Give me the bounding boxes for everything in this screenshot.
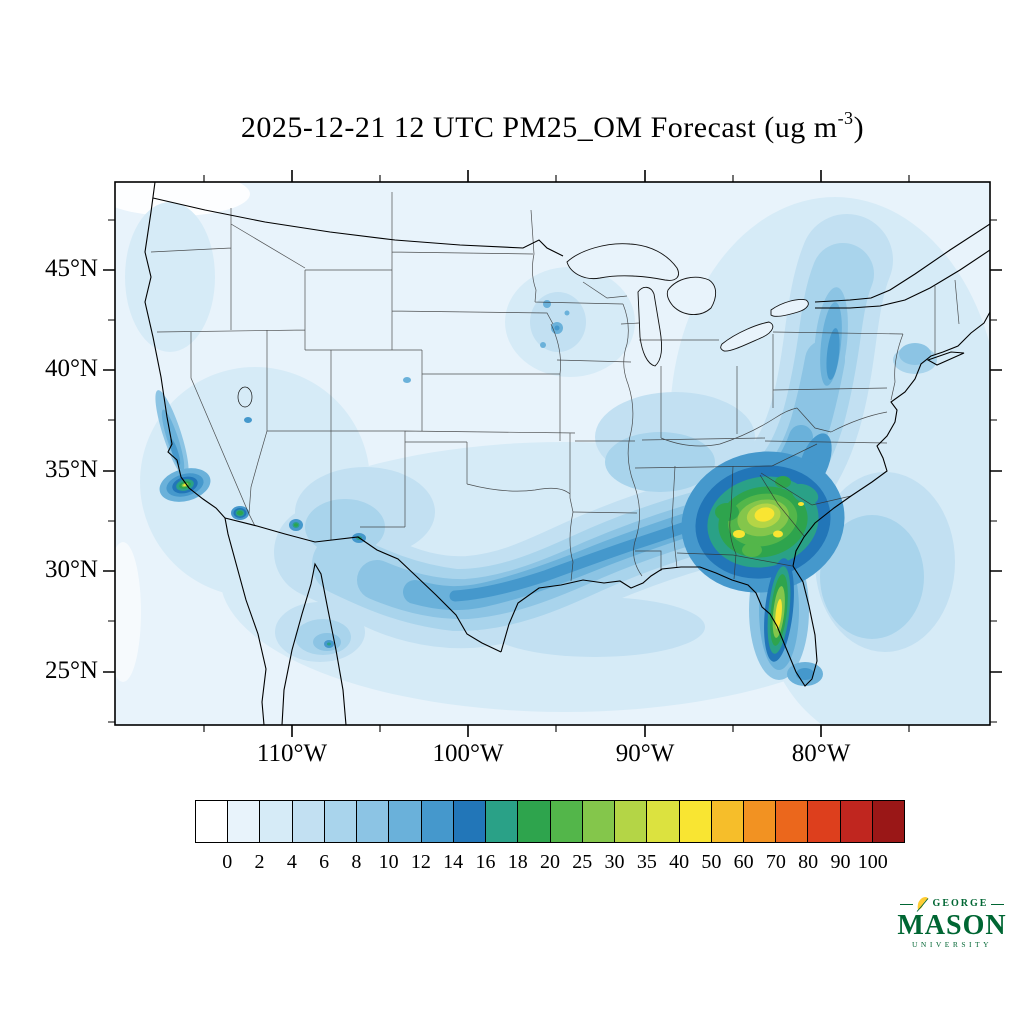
colorbar-tick-label: 0 [222, 851, 233, 873]
colorbar-tick-label: 60 [733, 851, 754, 873]
coastlines [144, 182, 990, 725]
leaf-stem [916, 898, 928, 912]
colorbar-tick-label: 10 [378, 851, 399, 873]
colorbar-tick-label: 30 [604, 851, 625, 873]
colorbar-tick-label: 16 [475, 851, 496, 873]
conus-forecast-map [103, 170, 1002, 737]
gmu-logo-mason: MASON [897, 910, 1007, 941]
colorbar-cell [518, 801, 551, 842]
colorbar-cell [324, 801, 358, 842]
minor-ticks [108, 175, 997, 732]
us-mexico-border [224, 517, 502, 653]
colorbar-tick-label: 12 [410, 851, 431, 873]
colorbar-cell [421, 801, 454, 842]
colorbar-cell [872, 801, 905, 842]
lon-tick-label: 90°W [615, 740, 675, 767]
colorbar-tick-label: 70 [765, 851, 786, 873]
lake-erie [720, 321, 774, 352]
title-suffix: ) [853, 111, 865, 144]
lake-huron [666, 276, 717, 315]
gulf-of-california [281, 562, 347, 725]
lat-tick-label: 35°N [44, 456, 98, 483]
colorbar-cell [679, 801, 712, 842]
lake-superior [566, 243, 679, 281]
major-ticks [103, 170, 1002, 737]
gmu-logo-university: UNIVERSITY [912, 940, 992, 950]
colorbar-cell [711, 801, 744, 842]
west-coast-baja [144, 182, 267, 725]
colorbar-cell [582, 801, 616, 842]
colorbar-cell [743, 801, 777, 842]
colorbar-cell [486, 801, 519, 842]
state-borders [150, 192, 960, 582]
colorbar-tick-label: 6 [319, 851, 330, 873]
gmu-logo: GEORGE MASON UNIVERSITY [888, 896, 1016, 949]
gulf-and-east-coast [500, 311, 990, 687]
colorbar-tick-label: 20 [540, 851, 560, 873]
colorbar-cell [808, 801, 841, 842]
arizona-spots [231, 506, 303, 531]
colorbar-cell [840, 801, 873, 842]
lake-ontario [770, 299, 809, 317]
axis-ticks [103, 170, 1002, 737]
colorbar-cell [260, 801, 293, 842]
colorbar-cell [196, 801, 229, 842]
florida-plume [764, 558, 794, 662]
colorbar-cell [389, 801, 422, 842]
great-lakes [237, 243, 809, 408]
colorbar-tick-label: 8 [351, 851, 362, 873]
gmu-logo-top-row: GEORGE [888, 896, 1016, 912]
colorbar-tick-label: 14 [443, 851, 464, 873]
lat-tick-label: 40°N [44, 355, 98, 382]
plot-title: 2025-12-21 12 UTC PM25_OM Forecast (ug m… [115, 108, 990, 145]
logo-rule-right [991, 903, 1005, 905]
title-exponent: -3 [837, 108, 854, 128]
st-lawrence-river [814, 223, 990, 309]
lat-tick-label: 30°N [44, 556, 98, 583]
colorbar-cell [292, 801, 325, 842]
gmu-logo-george: GEORGE [932, 897, 989, 909]
colorbar-tick-label: 40 [669, 851, 690, 873]
colorbar-tick-label: 2 [254, 851, 265, 873]
southeast-satellites [715, 476, 819, 557]
title-text: 2025-12-21 12 UTC PM25_OM Forecast (ug m [240, 111, 838, 144]
leaf-icon [916, 896, 929, 912]
band-12-14 [449, 516, 706, 602]
great-salt-lake [237, 386, 253, 408]
map-frame [114, 181, 991, 726]
lake-michigan [637, 286, 663, 367]
colorbar-tick-label: 80 [798, 851, 819, 873]
colorbar-cell [647, 801, 680, 842]
colorbar-cell [615, 801, 648, 842]
long-island [926, 351, 965, 366]
logo-rule-left [899, 903, 913, 905]
colorbar-cell [357, 801, 390, 842]
colorbar [195, 800, 905, 843]
colorbar-tick-label: 50 [701, 851, 722, 873]
lat-tick-label: 25°N [44, 657, 98, 684]
colorbar-tick-label: 4 [286, 851, 297, 873]
colorbar-tick-label: 18 [507, 851, 528, 873]
colorbar-cell [453, 801, 487, 842]
colorbar-cell [776, 801, 809, 842]
colorbar-tick-label: 25 [572, 851, 593, 873]
us-canada-border [152, 197, 564, 257]
lon-tick-label: 80°W [791, 740, 851, 767]
lon-tick-label: 100°W [432, 740, 504, 767]
colorbar-cell [550, 801, 583, 842]
colorbar-tick-label: 100 [857, 851, 888, 873]
lon-tick-label: 110°W [256, 740, 328, 767]
colorbar-cell [228, 801, 261, 842]
lat-tick-label: 45°N [44, 255, 98, 282]
colorbar-tick-label: 35 [636, 851, 657, 873]
colorbar-tick-label: 90 [830, 851, 851, 873]
leaf-shape [917, 896, 929, 910]
contour-field [115, 182, 990, 725]
colorbar-labels: 0 2 4 6 8 10 12 14 16 18 20 25 30 35 40 50 60 70 80 90 100 [195, 851, 905, 877]
